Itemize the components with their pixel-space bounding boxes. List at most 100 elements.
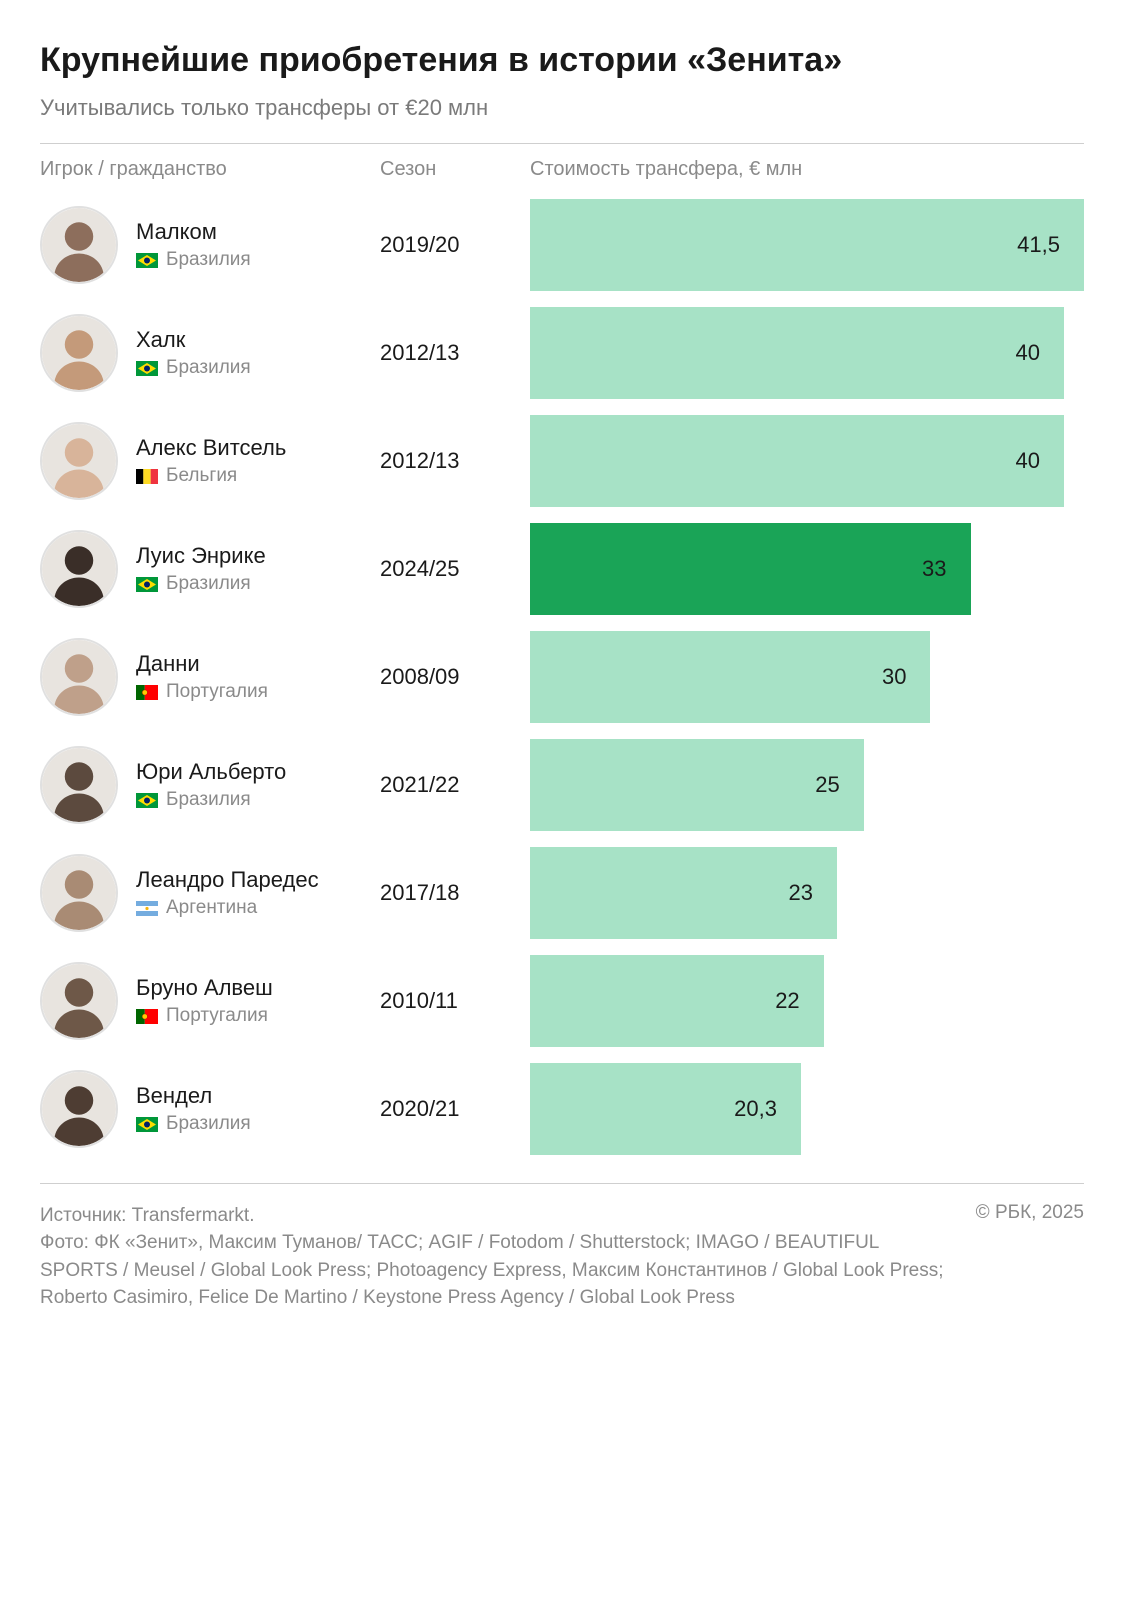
chart-cell: 33 bbox=[530, 523, 1084, 615]
value-label: 40 bbox=[1015, 340, 1039, 366]
header-value: Стоимость трансфера, € млн bbox=[530, 158, 1084, 181]
player-name: Вендел bbox=[136, 1083, 251, 1109]
flag-icon bbox=[136, 468, 158, 483]
country-label: Бразилия bbox=[166, 1113, 251, 1135]
player-text: Леандро Паредес Аргентина bbox=[136, 867, 319, 919]
value-bar: 40 bbox=[530, 415, 1064, 507]
chart-cell: 25 bbox=[530, 739, 1084, 831]
season-cell: 2012/13 bbox=[380, 340, 530, 366]
value-label: 41,5 bbox=[1017, 232, 1060, 258]
player-avatar bbox=[40, 1070, 118, 1148]
player-avatar bbox=[40, 206, 118, 284]
value-bar: 30 bbox=[530, 631, 930, 723]
table-row: Бруно Алвеш Португалия 2010/11 22 bbox=[40, 955, 1084, 1047]
country-label: Португалия bbox=[166, 1005, 268, 1027]
chart-subtitle: Учитывались только трансферы от €20 млн bbox=[40, 95, 1084, 121]
player-country: Бразилия bbox=[136, 357, 251, 379]
player-country: Бразилия bbox=[136, 249, 251, 271]
player-country: Бельгия bbox=[136, 465, 286, 487]
player-name: Луис Энрике bbox=[136, 543, 266, 569]
table-row: Малком Бразилия 2019/20 41,5 bbox=[40, 199, 1084, 291]
season-cell: 2017/18 bbox=[380, 880, 530, 906]
player-avatar bbox=[40, 314, 118, 392]
country-label: Бразилия bbox=[166, 573, 251, 595]
season-cell: 2012/13 bbox=[380, 448, 530, 474]
player-cell: Луис Энрике Бразилия bbox=[40, 530, 380, 608]
chart-title: Крупнейшие приобретения в истории «Зенит… bbox=[40, 40, 1084, 81]
season-cell: 2021/22 bbox=[380, 772, 530, 798]
table-row: Леандро Паредес Аргентина 2017/18 23 bbox=[40, 847, 1084, 939]
table-row: Вендел Бразилия 2020/21 20,3 bbox=[40, 1063, 1084, 1155]
chart-cell: 20,3 bbox=[530, 1063, 1084, 1155]
chart-cell: 22 bbox=[530, 955, 1084, 1047]
season-cell: 2010/11 bbox=[380, 988, 530, 1014]
player-text: Вендел Бразилия bbox=[136, 1083, 251, 1135]
value-bar: 23 bbox=[530, 847, 837, 939]
value-bar: 20,3 bbox=[530, 1063, 801, 1155]
value-label: 22 bbox=[775, 988, 799, 1014]
table-row: Луис Энрике Бразилия 2024/25 33 bbox=[40, 523, 1084, 615]
player-avatar bbox=[40, 854, 118, 932]
player-cell: Алекс Витсель Бельгия bbox=[40, 422, 380, 500]
player-cell: Халк Бразилия bbox=[40, 314, 380, 392]
player-country: Бразилия bbox=[136, 789, 286, 811]
country-label: Аргентина bbox=[166, 897, 257, 919]
player-cell: Малком Бразилия bbox=[40, 206, 380, 284]
player-avatar bbox=[40, 962, 118, 1040]
player-name: Данни bbox=[136, 651, 268, 677]
chart-cell: 30 bbox=[530, 631, 1084, 723]
flag-icon bbox=[136, 792, 158, 807]
divider bbox=[40, 143, 1084, 144]
player-text: Бруно Алвеш Португалия bbox=[136, 975, 273, 1027]
player-country: Аргентина bbox=[136, 897, 319, 919]
player-text: Юри Альберто Бразилия bbox=[136, 759, 286, 811]
value-bar: 25 bbox=[530, 739, 864, 831]
flag-icon bbox=[136, 252, 158, 267]
player-cell: Юри Альберто Бразилия bbox=[40, 746, 380, 824]
flag-icon bbox=[136, 900, 158, 915]
chart-cell: 40 bbox=[530, 415, 1084, 507]
player-country: Бразилия bbox=[136, 573, 266, 595]
player-text: Луис Энрике Бразилия bbox=[136, 543, 266, 595]
value-bar: 40 bbox=[530, 307, 1064, 399]
country-label: Бельгия bbox=[166, 465, 237, 487]
player-name: Халк bbox=[136, 327, 251, 353]
player-cell: Леандро Паредес Аргентина bbox=[40, 854, 380, 932]
value-label: 40 bbox=[1015, 448, 1039, 474]
player-country: Португалия bbox=[136, 1005, 273, 1027]
flag-icon bbox=[136, 1008, 158, 1023]
value-label: 23 bbox=[789, 880, 813, 906]
photo-credits: Фото: ФК «Зенит», Максим Туманов/ ТАСС; … bbox=[40, 1229, 946, 1312]
flag-icon bbox=[136, 576, 158, 591]
player-country: Португалия bbox=[136, 681, 268, 703]
player-name: Алекс Витсель bbox=[136, 435, 286, 461]
season-cell: 2020/21 bbox=[380, 1096, 530, 1122]
chart-cell: 23 bbox=[530, 847, 1084, 939]
flag-icon bbox=[136, 684, 158, 699]
country-label: Бразилия bbox=[166, 789, 251, 811]
value-bar: 33 bbox=[530, 523, 971, 615]
flag-icon bbox=[136, 1116, 158, 1131]
country-label: Бразилия bbox=[166, 357, 251, 379]
value-label: 20,3 bbox=[734, 1096, 777, 1122]
value-label: 30 bbox=[882, 664, 906, 690]
player-name: Юри Альберто bbox=[136, 759, 286, 785]
player-avatar bbox=[40, 638, 118, 716]
source-line: Источник: Transfermarkt. bbox=[40, 1202, 946, 1230]
value-bar: 22 bbox=[530, 955, 824, 1047]
player-cell: Вендел Бразилия bbox=[40, 1070, 380, 1148]
player-name: Бруно Алвеш bbox=[136, 975, 273, 1001]
season-cell: 2008/09 bbox=[380, 664, 530, 690]
chart-cell: 40 bbox=[530, 307, 1084, 399]
flag-icon bbox=[136, 360, 158, 375]
table-row: Халк Бразилия 2012/13 40 bbox=[40, 307, 1084, 399]
player-country: Бразилия bbox=[136, 1113, 251, 1135]
player-text: Данни Португалия bbox=[136, 651, 268, 703]
table-row: Юри Альберто Бразилия 2021/22 25 bbox=[40, 739, 1084, 831]
season-cell: 2019/20 bbox=[380, 232, 530, 258]
player-name: Леандро Паредес bbox=[136, 867, 319, 893]
chart-rows: Малком Бразилия 2019/20 41,5 Халк bbox=[40, 199, 1084, 1155]
footer-sources: Источник: Transfermarkt. Фото: ФК «Зенит… bbox=[40, 1202, 946, 1312]
header-season: Сезон bbox=[380, 158, 530, 181]
player-avatar bbox=[40, 422, 118, 500]
